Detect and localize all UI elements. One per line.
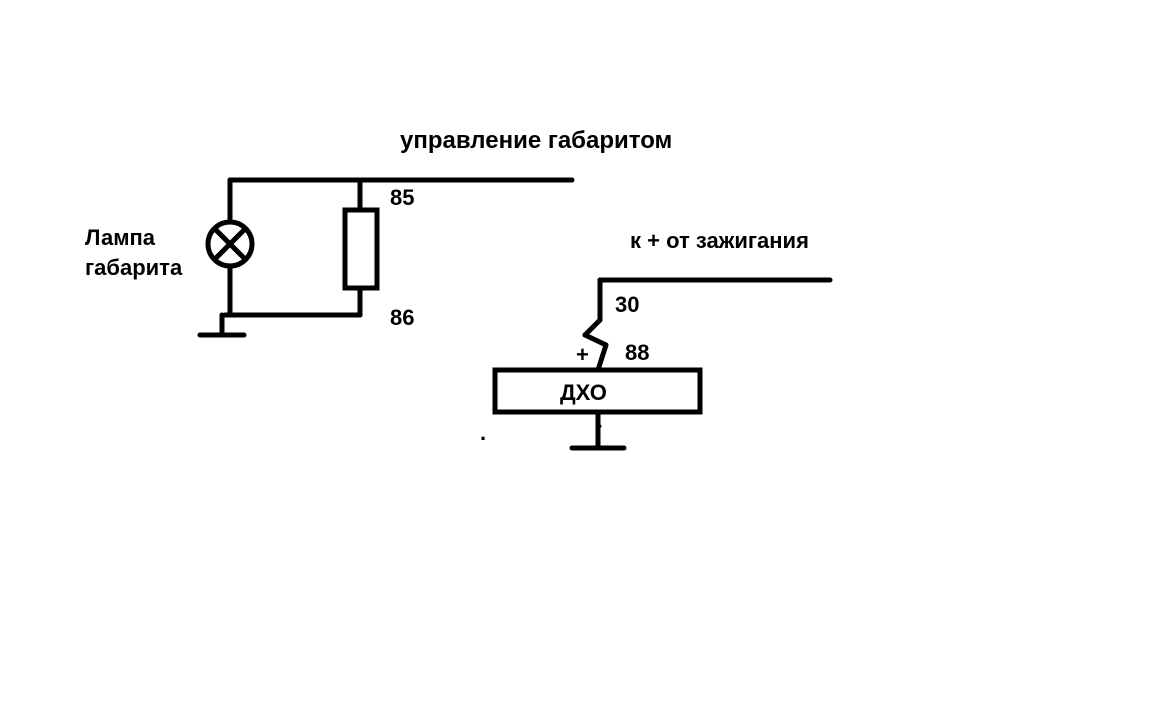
label-plus: + [576, 342, 589, 367]
label-pin-86: 86 [390, 305, 414, 330]
label-pin-85: 85 [390, 185, 414, 210]
label-lamp-2: габарита [85, 255, 183, 280]
label-title: управление габаритом [400, 127, 672, 154]
label-minus: - [595, 412, 602, 437]
wire-jag-3 [598, 345, 606, 370]
label-ignition: к + от зажигания [630, 228, 809, 253]
label-pin-88: 88 [625, 340, 649, 365]
wire-jag-1 [585, 320, 600, 335]
label-lamp-1: Лампа [85, 225, 156, 250]
label-dho: ДХО [560, 380, 607, 405]
label-pin-30: 30 [615, 292, 639, 317]
relay-box [345, 210, 377, 288]
lamp-symbol [208, 222, 252, 266]
label-dot: . [480, 420, 486, 445]
circuit-diagram: управление габаритом Лампа габарита 85 8… [0, 0, 1175, 725]
